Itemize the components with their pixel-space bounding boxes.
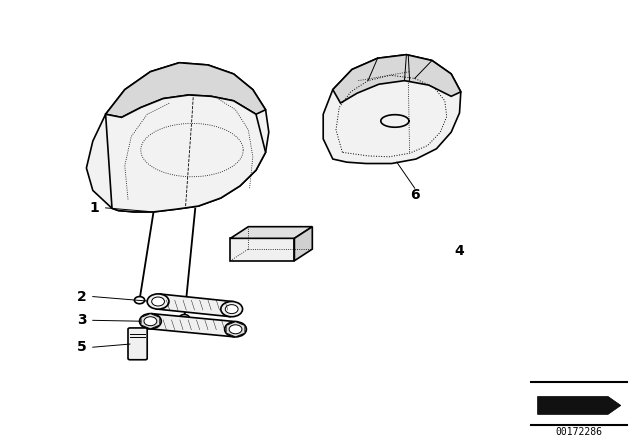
- Text: 6: 6: [410, 188, 420, 202]
- Text: 5: 5: [77, 340, 87, 354]
- Polygon shape: [157, 294, 233, 317]
- Polygon shape: [106, 63, 266, 117]
- Text: 3: 3: [77, 313, 87, 327]
- Polygon shape: [149, 314, 237, 337]
- Polygon shape: [333, 55, 461, 103]
- Text: 1: 1: [90, 201, 100, 215]
- Circle shape: [225, 305, 238, 314]
- Polygon shape: [141, 314, 160, 329]
- Text: 4: 4: [454, 244, 465, 258]
- Polygon shape: [323, 55, 461, 164]
- FancyBboxPatch shape: [128, 328, 147, 360]
- Polygon shape: [538, 396, 621, 414]
- Circle shape: [144, 317, 157, 326]
- Circle shape: [140, 314, 161, 329]
- Circle shape: [179, 314, 189, 322]
- Circle shape: [134, 297, 145, 304]
- Polygon shape: [106, 95, 266, 212]
- Circle shape: [147, 294, 169, 309]
- Circle shape: [225, 322, 246, 337]
- Text: 00172286: 00172286: [556, 427, 603, 437]
- Text: 2: 2: [77, 289, 87, 304]
- Polygon shape: [230, 238, 294, 261]
- Circle shape: [221, 302, 243, 317]
- Circle shape: [152, 297, 164, 306]
- Polygon shape: [86, 63, 269, 212]
- Polygon shape: [294, 227, 312, 261]
- Polygon shape: [226, 322, 245, 337]
- Polygon shape: [230, 227, 312, 238]
- Circle shape: [229, 325, 242, 334]
